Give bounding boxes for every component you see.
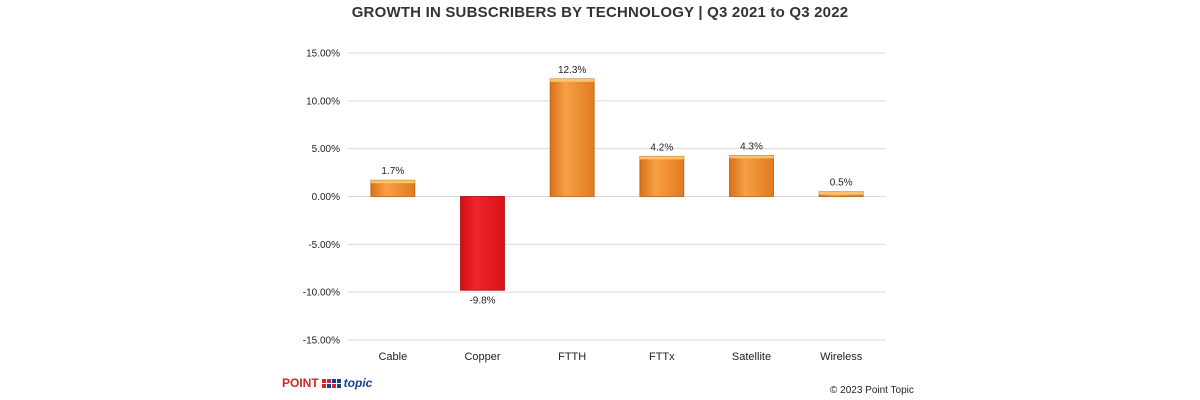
bar-top-highlight [819, 191, 864, 195]
bar-ftth [549, 78, 595, 197]
bar-top-highlight [550, 78, 595, 82]
y-tick-label: 10.00% [306, 96, 340, 107]
y-tick-label: 0.00% [312, 192, 340, 203]
chart-title: GROWTH IN SUBSCRIBERS BY TECHNOLOGY | Q3… [351, 4, 849, 21]
bars [370, 78, 864, 291]
y-tick-label: -15.00% [303, 336, 340, 347]
data-label: 1.7% [381, 166, 404, 177]
category-label: Copper [464, 351, 500, 363]
data-label: 4.3% [740, 141, 763, 152]
data-label: 12.3% [558, 65, 586, 76]
category-label: FTTH [558, 351, 586, 363]
data-label: -9.8% [469, 295, 495, 306]
bar-copper [460, 196, 505, 291]
y-tick-label: -10.00% [303, 288, 340, 299]
y-tick-label: -5.00% [308, 240, 340, 251]
bar-satellite [729, 154, 774, 197]
y-tick-label: 5.00% [312, 144, 340, 155]
copyright-notice: © 2023 Point Topic [830, 385, 914, 396]
data-labels: 1.7% -9.8% 12.3% 4.2% 4.3% 0.5% [381, 65, 852, 306]
category-label: Satellite [732, 351, 771, 363]
bar-top-highlight [729, 155, 774, 159]
logo-dots-icon [321, 378, 341, 388]
category-label: Wireless [820, 351, 863, 363]
logo-text-topic: topic [343, 376, 373, 390]
gridlines [348, 52, 886, 341]
y-tick-label: 15.00% [306, 49, 340, 60]
data-label: 4.2% [650, 142, 673, 153]
bar-fttx [639, 155, 685, 197]
logo-text-point: POINT [282, 376, 319, 390]
point-topic-logo: POINT topic [282, 376, 372, 390]
y-axis-ticks: 15.00% 10.00% 5.00% 0.00% -5.00% -10.00% -15.0… [303, 49, 340, 347]
category-label: FTTx [649, 351, 675, 363]
bar-top-highlight [639, 156, 684, 160]
category-label: Cable [378, 351, 407, 363]
x-axis-categories: Cable Copper FTTH FTTx Satellite Wireless [378, 351, 862, 363]
bar-top-highlight [370, 180, 415, 184]
data-label: 0.5% [830, 178, 853, 189]
